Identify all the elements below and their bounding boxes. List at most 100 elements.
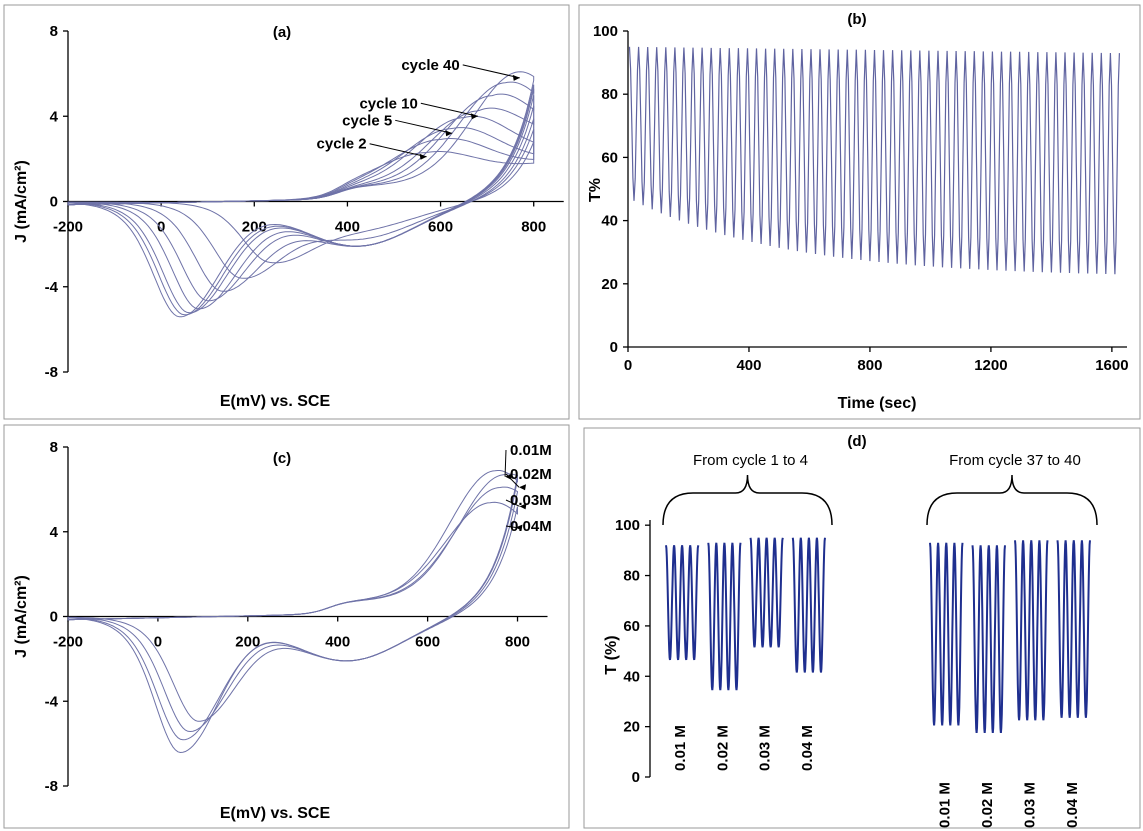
panel-label: (c): [273, 450, 291, 467]
annotation: cycle 10: [359, 95, 417, 112]
x-tick-label: 800: [521, 219, 546, 236]
annotation: cycle 40: [401, 57, 459, 74]
y-tick-label: -8: [45, 364, 58, 381]
x-tick-label: -200: [53, 634, 83, 651]
concentration-label: 0.01 M: [672, 725, 689, 771]
x-axis-label: Time (sec): [838, 395, 917, 412]
y-tick-label: 0: [610, 339, 618, 356]
x-tick-label: 0: [157, 219, 165, 236]
x-tick-label: 600: [428, 219, 453, 236]
y-tick-label: 20: [623, 719, 640, 736]
series-line: [971, 545, 1006, 733]
y-tick-label: 40: [623, 668, 640, 685]
panel-b-frame: [578, 4, 1141, 420]
legend-label: 0.04M: [510, 518, 552, 535]
panel-d: 0 20 40 60 80 100 T (%) (d) From cycle 1 to 4 0.0…: [603, 433, 1098, 828]
series-line: [67, 118, 535, 292]
concentration-label: 0.04 M: [1064, 782, 1081, 828]
x-tick-label: 200: [235, 634, 260, 651]
x-tick-label: 400: [335, 219, 360, 236]
annotation-arrowhead: [419, 153, 427, 160]
x-tick-label: 400: [325, 634, 350, 651]
legend-label: 0.03M: [510, 492, 552, 509]
legend-arrow: [505, 525, 516, 529]
y-tick-label: 80: [623, 568, 640, 585]
x-tick-label: 1600: [1095, 357, 1128, 374]
series-line: [1056, 540, 1091, 718]
y-axis-label: T (%): [603, 635, 620, 674]
annotation: cycle 5: [342, 112, 392, 129]
y-tick-label: 0: [50, 609, 58, 626]
panel-label: (d): [847, 433, 866, 450]
legend-arrow: [504, 449, 507, 477]
series-line: [929, 542, 964, 726]
annotation-arrow: [420, 102, 478, 117]
x-tick-label: 0: [154, 634, 162, 651]
annotation-arrowhead: [470, 113, 478, 120]
y-tick-label: -8: [45, 778, 58, 795]
y-tick-label: 20: [601, 276, 618, 293]
annotation-arrow: [395, 119, 453, 134]
annotation-arrow: [369, 143, 427, 158]
panel-label: (a): [273, 24, 291, 41]
concentration-label: 0.02 M: [979, 782, 996, 828]
x-tick-label: 400: [736, 357, 761, 374]
group-title: From cycle 1 to 4: [693, 452, 808, 469]
series-line: [707, 542, 742, 691]
y-tick-label: 60: [601, 149, 618, 166]
concentration-label: 0.03 M: [1021, 782, 1038, 828]
x-tick-label: 600: [415, 634, 440, 651]
concentration-label: 0.03 M: [757, 725, 774, 771]
legend-arrowhead: [519, 484, 527, 491]
x-tick-label: -200: [53, 219, 83, 236]
series-line: [67, 470, 518, 754]
y-axis-label: J (mA/cm²): [13, 575, 30, 658]
panel-label: (b): [847, 11, 866, 28]
legend-arrowhead: [515, 524, 523, 531]
y-tick-label: 0: [50, 194, 58, 211]
annotation-arrowhead: [445, 130, 453, 137]
series-line: [1014, 540, 1049, 721]
panel-c: -8 -4 0 4 8 -200 0 200 400 600 800 E(mV) vs. SCE J (…: [13, 439, 552, 822]
series-line: [67, 501, 518, 722]
concentration-label: 0.02 M: [714, 725, 731, 771]
group-brace: [662, 474, 833, 526]
legend-arrow: [505, 499, 520, 507]
legend-arrowhead: [519, 503, 527, 510]
series-line: [67, 473, 518, 741]
y-tick-label: 40: [601, 213, 618, 230]
y-tick-label: 100: [615, 517, 640, 534]
legend-label: 0.02M: [510, 466, 552, 483]
group-title: From cycle 37 to 40: [949, 452, 1081, 469]
y-tick-label: 8: [50, 439, 58, 456]
y-tick-label: 100: [593, 23, 618, 40]
x-tick-label: 800: [505, 634, 530, 651]
series-line: [665, 545, 700, 661]
annotation: cycle 2: [317, 136, 367, 153]
panel-b: 0 20 40 60 80 100 0 400 800 1200 1600 Time (sec) T% (…: [587, 11, 1129, 412]
y-tick-label: -4: [45, 693, 59, 710]
x-axis-label: E(mV) vs. SCE: [220, 393, 331, 410]
annotation-arrowhead: [512, 74, 520, 81]
y-axis-label: T%: [587, 178, 604, 202]
series-line: [749, 537, 784, 648]
y-axis-label: J (mA/cm²): [13, 160, 30, 243]
x-axis-label: E(mV) vs. SCE: [220, 805, 331, 822]
legend-arrow: [505, 473, 520, 488]
y-tick-label: 8: [50, 23, 58, 40]
y-tick-label: 4: [50, 524, 59, 541]
y-tick-label: -4: [45, 279, 59, 296]
panel-c-frame: [3, 424, 570, 829]
group-brace: [926, 474, 1098, 526]
series-line: [67, 486, 518, 733]
panel-d-frame: [583, 427, 1141, 829]
x-tick-label: 0: [624, 357, 632, 374]
x-tick-label: 1200: [974, 357, 1007, 374]
y-tick-label: 60: [623, 618, 640, 635]
series-line: [791, 537, 826, 673]
series-line: [67, 88, 535, 314]
series-line: [67, 71, 535, 318]
panel-a-frame: [3, 4, 570, 420]
